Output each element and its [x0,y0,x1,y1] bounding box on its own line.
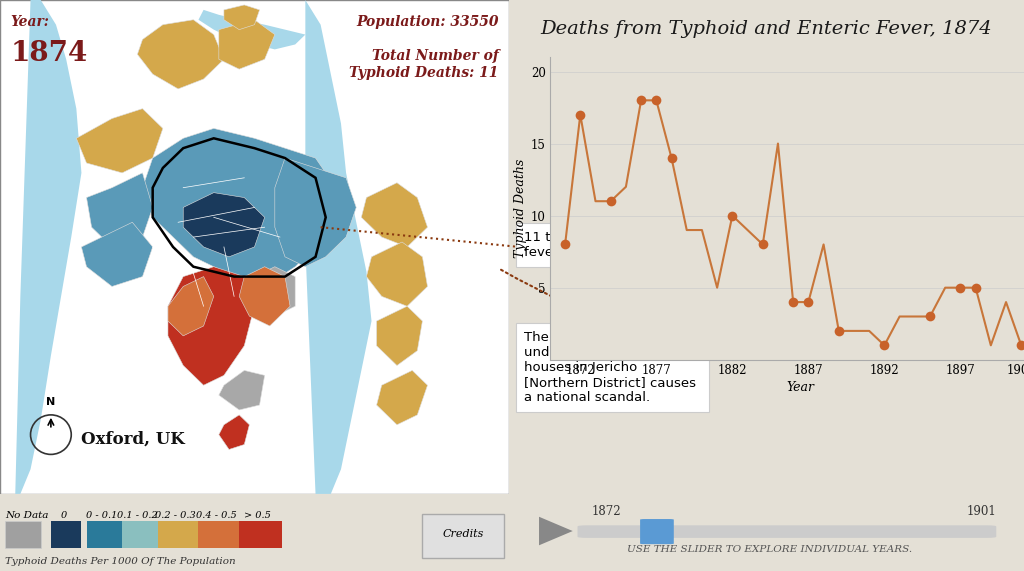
Polygon shape [274,158,356,267]
Text: The death of 3
undergraduates in lodging
houses in Jericho
[Northern District] c: The death of 3 undergraduates in lodging… [524,331,701,404]
Text: 0: 0 [60,511,67,520]
Text: 0 - 0.1: 0 - 0.1 [86,511,118,520]
Text: N: N [46,397,55,408]
Polygon shape [240,267,290,326]
FancyBboxPatch shape [158,521,201,548]
Polygon shape [168,267,255,385]
Polygon shape [219,415,250,449]
Text: Credits: Credits [442,529,483,539]
Polygon shape [539,517,572,545]
Text: 0.4 - 0.5: 0.4 - 0.5 [196,511,237,520]
Polygon shape [305,0,372,494]
Polygon shape [183,192,264,257]
Polygon shape [86,173,153,247]
Text: USE THE SLIDER TO EXPLORE INDIVIDUAL YEARS.: USE THE SLIDER TO EXPLORE INDIVIDUAL YEA… [628,545,912,554]
Polygon shape [377,371,427,425]
FancyBboxPatch shape [122,521,159,548]
Text: In January 1875, The Lancet
proclaims: “There can be no
doubt that at the presen: In January 1875, The Lancet proclaims: “… [766,231,981,349]
FancyBboxPatch shape [0,0,509,494]
FancyBboxPatch shape [51,521,82,548]
Polygon shape [77,108,163,173]
Polygon shape [199,10,305,50]
Polygon shape [168,276,214,336]
Text: 1874: 1874 [10,39,87,66]
Polygon shape [367,242,427,306]
FancyBboxPatch shape [5,521,41,548]
Polygon shape [137,20,224,89]
Text: No Data: No Data [5,511,48,520]
Polygon shape [15,0,82,494]
Text: Population: 33550: Population: 33550 [356,15,499,29]
Y-axis label: Typhoid Deaths: Typhoid Deaths [514,159,526,258]
Text: 0.2 - 0.3: 0.2 - 0.3 [156,511,196,520]
Text: Typhoid Deaths Per 1000 Of The Population: Typhoid Deaths Per 1000 Of The Populatio… [5,557,236,566]
FancyBboxPatch shape [423,514,504,558]
FancyBboxPatch shape [86,521,123,548]
FancyBboxPatch shape [578,525,996,538]
X-axis label: Year: Year [786,381,815,394]
Text: 1901: 1901 [967,505,996,518]
Text: > 0.5: > 0.5 [244,511,270,520]
Polygon shape [142,128,336,276]
Polygon shape [219,20,274,69]
Text: 11 typhoid and enteric
fever deaths are reported.: 11 typhoid and enteric fever deaths are … [524,231,700,259]
Polygon shape [224,5,259,30]
Polygon shape [82,222,153,287]
Text: Total Number of
Typhoid Deaths: 11: Total Number of Typhoid Deaths: 11 [349,50,499,79]
Polygon shape [377,306,423,365]
FancyBboxPatch shape [640,519,674,544]
Text: Oxford, UK: Oxford, UK [82,431,185,448]
FancyBboxPatch shape [199,521,242,548]
Polygon shape [245,267,295,316]
Text: Deaths from Typhoid and Enteric Fever, 1874: Deaths from Typhoid and Enteric Fever, 1… [541,20,992,38]
Text: 0.1 - 0.2: 0.1 - 0.2 [117,511,158,520]
FancyBboxPatch shape [240,521,282,548]
Polygon shape [219,371,264,410]
Text: Year:: Year: [10,15,49,29]
Polygon shape [361,183,427,247]
Text: 1872: 1872 [592,505,622,518]
